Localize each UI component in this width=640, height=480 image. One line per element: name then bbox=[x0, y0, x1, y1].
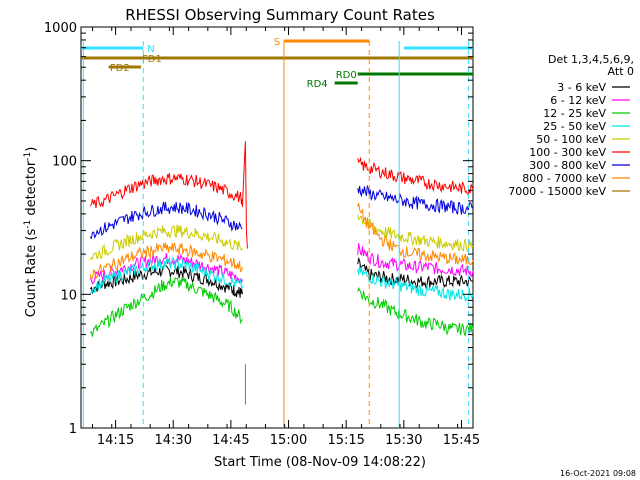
state-label-fd1: FD1 bbox=[142, 54, 162, 65]
series-lines bbox=[89, 141, 474, 405]
legend-label: 100 - 300 keV bbox=[529, 146, 606, 159]
legend-label: 300 - 800 keV bbox=[529, 159, 606, 172]
x-tick-label: 14:30 bbox=[155, 433, 192, 448]
y-tick-label: 1000 bbox=[44, 21, 77, 36]
plot-frame bbox=[80, 26, 474, 429]
series-line-seg1 bbox=[89, 201, 243, 240]
legend-label: 6 - 12 keV bbox=[550, 94, 606, 107]
legend-header: Det 1,3,4,5,6,9, bbox=[548, 53, 634, 66]
series-line-seg2 bbox=[357, 156, 474, 196]
x-axis-label: Start Time (08-Nov-09 14:08:22) bbox=[214, 455, 426, 470]
series-line-seg1 bbox=[89, 224, 243, 261]
x-tick-label: 14:15 bbox=[97, 433, 134, 448]
state-label-n: N bbox=[147, 44, 154, 55]
vertical-markers bbox=[82, 41, 469, 428]
series-line-seg2 bbox=[357, 243, 474, 278]
y-axis-label: Count Rate (s-1 detector-1) bbox=[23, 147, 39, 318]
state-label-fd2: FD2 bbox=[110, 63, 130, 74]
series-line-seg1 bbox=[89, 264, 243, 298]
axes-box bbox=[80, 26, 474, 429]
x-tick-label: 15:45 bbox=[443, 433, 480, 448]
state-label-rd0: RD0 bbox=[336, 70, 357, 81]
chart-title: RHESSI Observing Summary Count Rates bbox=[125, 6, 435, 24]
x-tick-label: 15:30 bbox=[385, 433, 422, 448]
x-tick-label: 14:45 bbox=[212, 433, 249, 448]
legend-label: 800 - 7000 keV bbox=[522, 172, 606, 185]
series-line-seg2 bbox=[357, 202, 474, 266]
legend-label: 7000 - 15000 keV bbox=[508, 185, 606, 198]
state-label-s: S bbox=[274, 37, 280, 48]
footer-date: 16-Oct-2021 09:08 bbox=[560, 469, 636, 478]
series-line-seg1 bbox=[89, 252, 243, 285]
flare-spike bbox=[241, 141, 248, 249]
y-tick-label: 1 bbox=[69, 422, 77, 437]
legend-header: Att 0 bbox=[608, 65, 634, 78]
legend-label: 25 - 50 keV bbox=[543, 120, 606, 133]
series-line-seg2 bbox=[357, 184, 474, 216]
series-line-seg1 bbox=[89, 277, 243, 337]
series-line-seg1 bbox=[89, 242, 243, 281]
series-line-seg2 bbox=[357, 214, 474, 252]
axis-ticks: 14:15 14:30 14:45 15:00 15:15 15:30 15:45 1 10 10… bbox=[44, 21, 480, 448]
state-label-rd4: RD4 bbox=[307, 79, 328, 90]
legend-label: 50 - 100 keV bbox=[536, 133, 606, 146]
x-tick-label: 15:00 bbox=[270, 433, 307, 448]
y-tick-label: 10 bbox=[60, 288, 77, 303]
legend-label: 12 - 25 keV bbox=[543, 107, 606, 120]
series-line-seg2 bbox=[357, 265, 474, 303]
legend-label: 3 - 6 keV bbox=[557, 81, 606, 94]
series-line-seg2 bbox=[357, 286, 474, 337]
x-tick-label: 15:15 bbox=[327, 433, 364, 448]
series-line-seg1 bbox=[89, 172, 243, 209]
series-line-seg1 bbox=[89, 256, 243, 295]
y-tick-label: 100 bbox=[52, 155, 77, 170]
